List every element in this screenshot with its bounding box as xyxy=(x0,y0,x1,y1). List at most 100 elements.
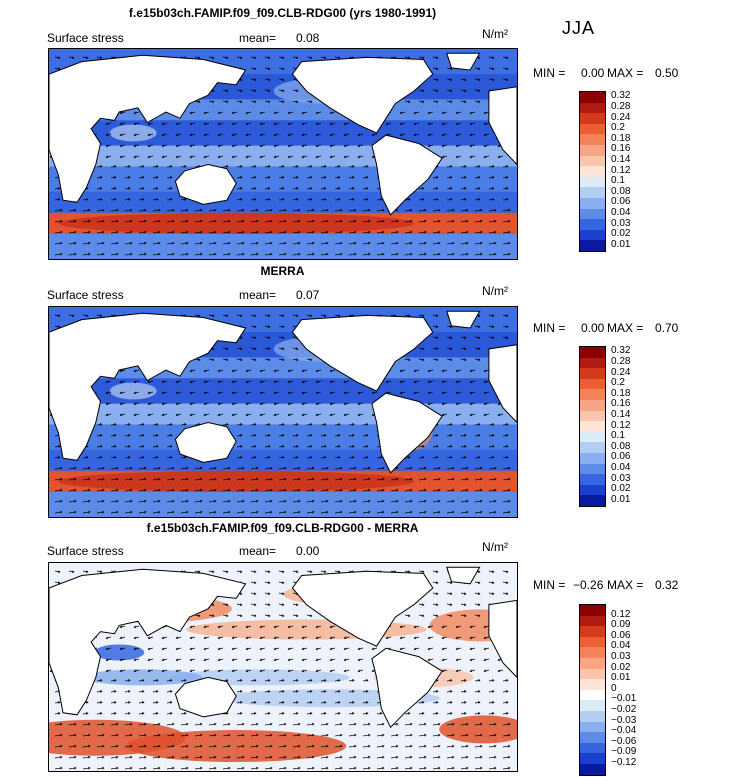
stress-field xyxy=(49,49,517,259)
colorbar-tick-label: 0.2 xyxy=(611,377,625,389)
colorbar-swatch xyxy=(580,474,605,485)
colorbar-swatch xyxy=(580,176,605,188)
colorbar-tick-label: 0.2 xyxy=(611,122,625,134)
panel-1-variable-label: Surface stress xyxy=(47,31,124,45)
colorbar-swatch xyxy=(580,144,605,156)
colorbar-tick-label: 0.03 xyxy=(611,472,631,484)
panel-1-units: N/m² xyxy=(482,27,508,41)
panel-3-max-label: MAX = xyxy=(607,578,644,592)
continent-outline xyxy=(174,421,237,463)
panel-2-units: N/m² xyxy=(482,284,508,298)
continent-outline xyxy=(488,599,517,679)
colorbar-swatch xyxy=(580,668,605,680)
panel-3-variable-label: Surface stress xyxy=(47,544,124,558)
colorbar-tick-label: 0.14 xyxy=(611,408,631,420)
colorbar-swatch xyxy=(580,421,605,432)
colorbar-swatch xyxy=(580,155,605,167)
colorbar-swatch xyxy=(580,431,605,443)
panel-1-colorbar xyxy=(579,91,606,252)
continent-outline xyxy=(49,568,247,716)
panel-3-colorbar xyxy=(579,604,606,776)
continent-outline xyxy=(371,392,443,474)
colorbar-tick-label: 0.02 xyxy=(611,661,631,673)
colorbar-swatch xyxy=(580,463,605,475)
colorbar-tick-label: 0.24 xyxy=(611,366,631,378)
colorbar-swatch xyxy=(580,626,605,637)
colorbar-swatch xyxy=(580,357,605,369)
colorbar-swatch xyxy=(580,636,605,648)
continent-outline xyxy=(291,314,434,392)
colorbar-tick-label: 0.32 xyxy=(611,90,631,102)
colorbar-swatch xyxy=(580,452,605,464)
colorbar-swatch xyxy=(580,197,605,209)
colorbar-swatch xyxy=(580,647,605,658)
panel-2-map xyxy=(48,306,518,518)
panel-3-min-label: MIN = xyxy=(533,578,566,592)
colorbar-swatch xyxy=(580,389,605,400)
colorbar-swatch xyxy=(580,102,605,114)
colorbar-tick-label: 0.04 xyxy=(611,640,631,652)
colorbar-tick-label: 0.03 xyxy=(611,651,631,662)
colorbar-swatch xyxy=(580,347,605,358)
colorbar-tick-label: 0.28 xyxy=(611,355,631,367)
colorbar-tick-label: −0.04 xyxy=(611,725,637,737)
colorbar-tick-label: 0.16 xyxy=(611,143,631,155)
colorbar-tick-label: 0.02 xyxy=(611,483,631,495)
colorbar-swatch xyxy=(580,700,605,711)
colorbar-tick-label: 0.1 xyxy=(611,175,625,187)
colorbar-tick-label: −0.02 xyxy=(611,704,637,715)
colorbar-tick-label: 0 xyxy=(611,682,617,694)
colorbar-swatch xyxy=(580,208,605,220)
colorbar-swatch xyxy=(580,378,605,390)
panel-1-max-label: MAX = xyxy=(607,66,644,80)
continent-outline xyxy=(371,134,443,216)
panel-3-title: f.e15b03ch.FAMIP.f09_f09.CLB-RDG00 - MER… xyxy=(146,521,419,535)
colorbar-swatch xyxy=(580,732,605,743)
panel-2-colorbar xyxy=(579,346,606,507)
colorbar-swatch xyxy=(580,92,605,103)
continent-outline xyxy=(291,56,434,134)
colorbar-swatch xyxy=(580,742,605,754)
panel-1-map xyxy=(48,48,518,260)
panel-1-max-value: 0.50 xyxy=(655,66,679,80)
colorbar-swatch xyxy=(580,240,605,251)
colorbar-swatch xyxy=(580,399,605,411)
colorbar-swatch xyxy=(580,710,605,722)
panel-3-units: N/m² xyxy=(482,540,508,554)
colorbar-tick-label: 0.08 xyxy=(611,185,631,197)
colorbar-tick-label: 0.01 xyxy=(611,238,631,250)
panel-2-min-value: 0.00 xyxy=(581,321,605,335)
colorbar-swatch xyxy=(580,123,605,135)
continent-outline xyxy=(446,310,481,329)
colorbar-swatch xyxy=(580,753,605,764)
continent-outline xyxy=(488,86,517,166)
colorbar-tick-label: 0.32 xyxy=(611,345,631,357)
continent-outline xyxy=(291,570,434,647)
stress-field xyxy=(49,307,517,517)
colorbar-tick-label: 0.12 xyxy=(611,608,631,620)
panel-2-mean-value: 0.07 xyxy=(296,288,320,302)
continent-outline xyxy=(174,163,237,205)
panel-2-title: MERRA xyxy=(260,264,305,278)
panel-2-min-label: MIN = xyxy=(533,321,566,335)
colorbar-tick-label: 0.12 xyxy=(611,164,631,176)
panel-3-mean-label: mean= xyxy=(239,544,277,558)
colorbar-swatch xyxy=(580,368,605,379)
colorbar-swatch xyxy=(580,721,605,733)
continent-outline xyxy=(446,566,481,585)
colorbar-tick-label: 0.09 xyxy=(611,619,631,631)
panel-1-mean-value: 0.08 xyxy=(296,31,320,45)
colorbar-swatch xyxy=(580,219,605,230)
colorbar-swatch xyxy=(580,763,605,775)
colorbar-swatch xyxy=(580,657,605,669)
colorbar-tick-label: 0.04 xyxy=(611,206,631,218)
colorbar-tick-label: 0.06 xyxy=(611,196,631,208)
colorbar-swatch xyxy=(580,679,605,690)
colorbar-swatch xyxy=(580,113,605,124)
colorbar-tick-label: −0.09 xyxy=(611,746,637,758)
colorbar-tick-label: −0.12 xyxy=(611,757,637,768)
colorbar-swatch xyxy=(580,410,605,422)
panel-1-mean-label: mean= xyxy=(239,31,277,45)
panel-2-mean-label: mean= xyxy=(239,288,277,302)
colorbar-swatch xyxy=(580,229,605,241)
